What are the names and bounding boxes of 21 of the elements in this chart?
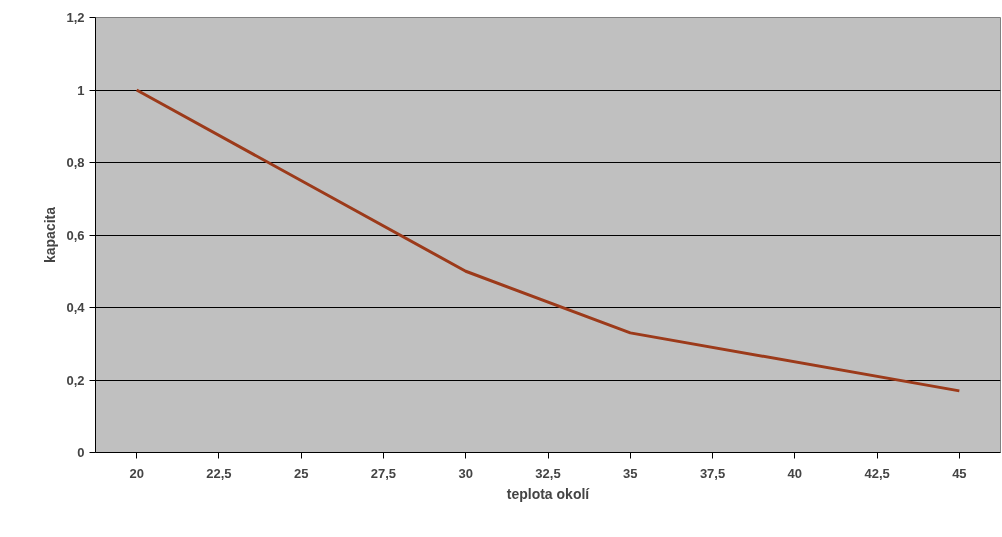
x-tick-label: 37,5	[699, 465, 726, 481]
x-tick-label: 30	[458, 465, 473, 481]
x-tick-label: 20	[129, 465, 144, 481]
x-tick-label: 42,5	[864, 465, 890, 481]
x-tick-label: 22,5	[206, 465, 232, 481]
x-tick-label: 27,5	[370, 465, 397, 481]
y-tick-label: 0,8	[66, 155, 85, 170]
x-tick-label: 45	[952, 465, 967, 481]
x-tick-label: 40	[787, 465, 803, 481]
y-tick-label: 1,2	[66, 10, 85, 25]
y-tick-label: 0,4	[66, 300, 86, 315]
x-axis-title: teplota okolí	[506, 485, 591, 502]
y-tick-label: 0,6	[66, 227, 85, 243]
x-tick-label: 32,5	[535, 465, 561, 481]
x-tick-label: 35	[623, 465, 638, 481]
y-axis-title: kapacita	[42, 206, 59, 264]
y-tick-label: 0	[77, 445, 85, 460]
line-series	[135, 88, 961, 393]
x-tick-label: 25	[293, 465, 309, 481]
y-tick-label: 1	[77, 82, 85, 98]
y-tick-label: 0,2	[66, 372, 85, 388]
